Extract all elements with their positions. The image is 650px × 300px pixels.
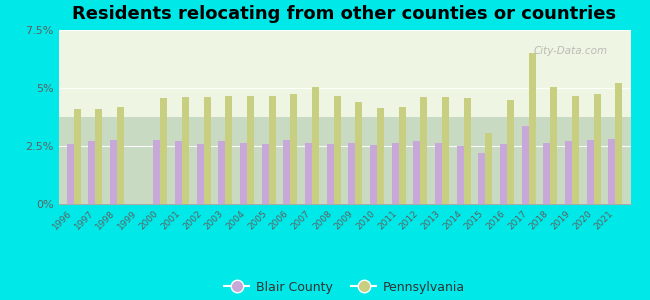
Bar: [175, 141, 182, 204]
Bar: [616, 83, 622, 204]
Bar: [226, 96, 232, 204]
Title: Residents relocating from other counties or countries: Residents relocating from other counties…: [72, 5, 617, 23]
Bar: [247, 96, 254, 204]
Bar: [197, 144, 203, 204]
Bar: [392, 142, 398, 204]
Bar: [608, 139, 616, 204]
Bar: [377, 108, 384, 204]
Bar: [110, 140, 117, 204]
Bar: [161, 98, 167, 204]
Bar: [370, 145, 377, 204]
Bar: [291, 94, 297, 204]
Bar: [203, 97, 211, 204]
Bar: [348, 142, 356, 204]
Bar: [240, 142, 247, 204]
Bar: [478, 153, 486, 204]
Bar: [442, 97, 449, 204]
Bar: [262, 144, 268, 204]
Bar: [398, 106, 406, 204]
Bar: [543, 142, 551, 204]
Bar: [327, 144, 333, 204]
Bar: [421, 97, 427, 204]
Bar: [96, 109, 102, 204]
Bar: [333, 96, 341, 204]
Bar: [528, 53, 536, 204]
Bar: [522, 126, 528, 204]
Bar: [88, 141, 96, 204]
Bar: [73, 109, 81, 204]
Text: City-Data.com: City-Data.com: [533, 46, 607, 56]
Bar: [153, 140, 161, 204]
Bar: [117, 106, 124, 204]
Legend: Blair County, Pennsylvania: Blair County, Pennsylvania: [220, 276, 469, 299]
Bar: [507, 100, 514, 204]
Bar: [500, 144, 507, 204]
Bar: [565, 141, 572, 204]
Bar: [268, 96, 276, 204]
Bar: [587, 140, 593, 204]
Bar: [572, 96, 579, 204]
Bar: [218, 141, 226, 204]
Bar: [457, 146, 463, 204]
Bar: [551, 87, 557, 204]
Bar: [283, 140, 291, 204]
Bar: [182, 97, 189, 204]
Bar: [435, 142, 442, 204]
Bar: [312, 87, 319, 204]
Bar: [463, 98, 471, 204]
Bar: [486, 133, 492, 204]
Bar: [67, 144, 73, 204]
Bar: [305, 142, 312, 204]
Bar: [593, 94, 601, 204]
Bar: [356, 102, 362, 204]
Bar: [413, 141, 421, 204]
